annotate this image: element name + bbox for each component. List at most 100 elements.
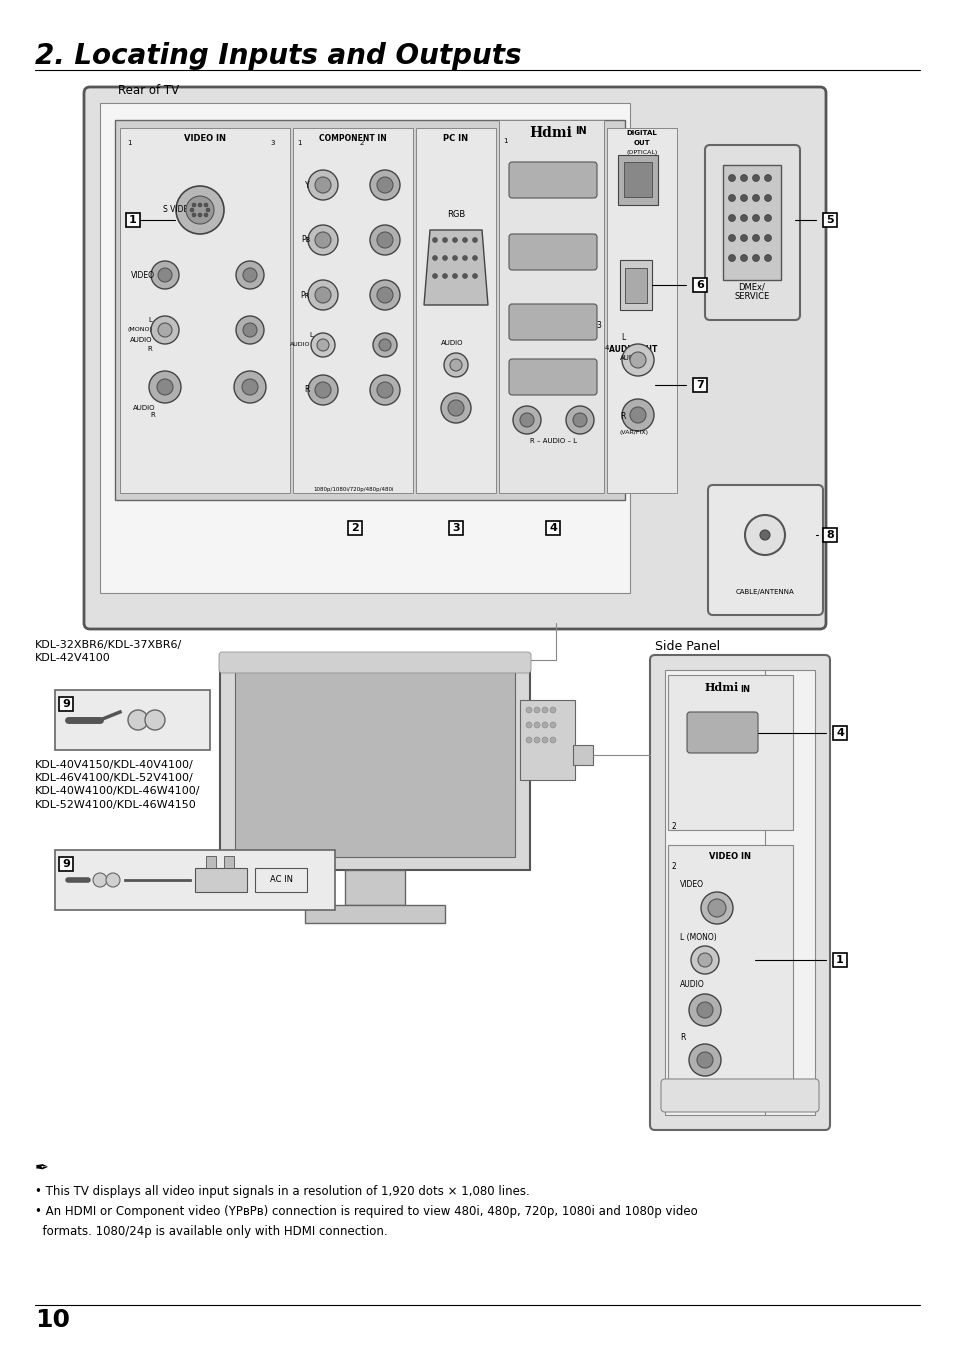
Circle shape xyxy=(534,738,539,743)
Bar xyxy=(573,744,593,765)
Circle shape xyxy=(541,738,547,743)
Bar xyxy=(519,700,575,780)
Bar xyxy=(293,127,413,494)
Circle shape xyxy=(149,372,181,403)
Text: KDL-32XBR6/KDL-37XBR6/
KDL-42V4100: KDL-32XBR6/KDL-37XBR6/ KDL-42V4100 xyxy=(35,640,182,663)
Text: 5: 5 xyxy=(825,216,833,225)
Text: L: L xyxy=(309,332,313,338)
Circle shape xyxy=(541,706,547,713)
Circle shape xyxy=(534,706,539,713)
Circle shape xyxy=(443,353,468,377)
Text: VIDEO IN: VIDEO IN xyxy=(184,134,226,142)
Bar xyxy=(224,856,233,868)
Bar xyxy=(59,857,73,871)
Circle shape xyxy=(432,274,437,278)
Circle shape xyxy=(145,711,165,730)
Circle shape xyxy=(370,279,399,311)
Text: Rear of TV: Rear of TV xyxy=(118,84,179,98)
Circle shape xyxy=(519,414,534,427)
Circle shape xyxy=(308,170,337,199)
Text: 10: 10 xyxy=(35,1309,70,1332)
Circle shape xyxy=(740,194,747,202)
Text: 2: 2 xyxy=(671,822,676,831)
Circle shape xyxy=(690,946,719,974)
Circle shape xyxy=(370,376,399,405)
Circle shape xyxy=(462,274,467,278)
Circle shape xyxy=(206,207,210,212)
Bar xyxy=(416,127,496,494)
Text: SERVICE: SERVICE xyxy=(734,292,769,301)
Circle shape xyxy=(763,175,771,182)
Circle shape xyxy=(763,214,771,221)
Circle shape xyxy=(698,953,711,967)
FancyBboxPatch shape xyxy=(84,87,825,629)
Circle shape xyxy=(308,376,337,405)
Circle shape xyxy=(513,405,540,434)
FancyBboxPatch shape xyxy=(649,655,829,1130)
Text: 2: 2 xyxy=(351,523,358,533)
Text: 3: 3 xyxy=(270,140,274,146)
Circle shape xyxy=(235,316,264,344)
Bar xyxy=(619,260,651,311)
Text: L: L xyxy=(148,317,152,323)
Bar xyxy=(618,155,658,205)
Circle shape xyxy=(565,405,594,434)
Bar xyxy=(254,868,307,892)
Text: IN: IN xyxy=(740,685,749,694)
Bar xyxy=(606,127,677,494)
Bar xyxy=(305,904,444,923)
Circle shape xyxy=(550,706,556,713)
Bar xyxy=(545,521,559,536)
Circle shape xyxy=(763,255,771,262)
FancyBboxPatch shape xyxy=(509,235,597,270)
Circle shape xyxy=(440,393,471,423)
Text: 3: 3 xyxy=(596,320,600,330)
Text: AUDIO: AUDIO xyxy=(130,338,152,343)
Text: VIDEO IN: VIDEO IN xyxy=(708,852,750,861)
Circle shape xyxy=(621,344,654,376)
Circle shape xyxy=(525,721,532,728)
Bar xyxy=(822,213,836,226)
Circle shape xyxy=(233,372,266,403)
Circle shape xyxy=(740,175,747,182)
Circle shape xyxy=(442,237,447,243)
Bar xyxy=(667,845,792,1096)
Text: 4: 4 xyxy=(549,523,557,533)
Text: (VAR/FIX): (VAR/FIX) xyxy=(619,430,648,435)
Text: R: R xyxy=(304,385,310,395)
Circle shape xyxy=(688,994,720,1026)
FancyBboxPatch shape xyxy=(707,485,822,616)
Circle shape xyxy=(752,194,759,202)
Text: Hdmi: Hdmi xyxy=(704,682,739,693)
Text: 1080p/1080i/720p/480p/480i: 1080p/1080i/720p/480p/480i xyxy=(314,487,394,492)
Text: 6: 6 xyxy=(696,279,703,290)
Text: 8: 8 xyxy=(825,530,833,540)
Circle shape xyxy=(370,225,399,255)
Circle shape xyxy=(92,873,107,887)
Circle shape xyxy=(728,175,735,182)
Bar xyxy=(692,378,706,392)
Bar xyxy=(194,868,247,892)
Circle shape xyxy=(452,237,457,243)
Circle shape xyxy=(462,237,467,243)
Circle shape xyxy=(452,274,457,278)
Text: 9: 9 xyxy=(62,858,70,869)
Circle shape xyxy=(190,207,193,212)
FancyBboxPatch shape xyxy=(509,161,597,198)
Bar xyxy=(624,268,646,302)
Circle shape xyxy=(198,213,202,217)
Text: PC IN: PC IN xyxy=(443,134,468,142)
Circle shape xyxy=(204,203,208,207)
Circle shape xyxy=(629,407,645,423)
Circle shape xyxy=(448,400,463,416)
Text: VIDEO: VIDEO xyxy=(131,270,154,279)
Text: AUDIO OUT: AUDIO OUT xyxy=(608,344,657,354)
Circle shape xyxy=(158,323,172,338)
Text: R: R xyxy=(679,1033,684,1041)
Circle shape xyxy=(752,255,759,262)
Circle shape xyxy=(151,260,179,289)
Text: IN: IN xyxy=(575,126,586,136)
Circle shape xyxy=(308,279,337,311)
Text: 1: 1 xyxy=(129,216,136,225)
Circle shape xyxy=(192,213,195,217)
